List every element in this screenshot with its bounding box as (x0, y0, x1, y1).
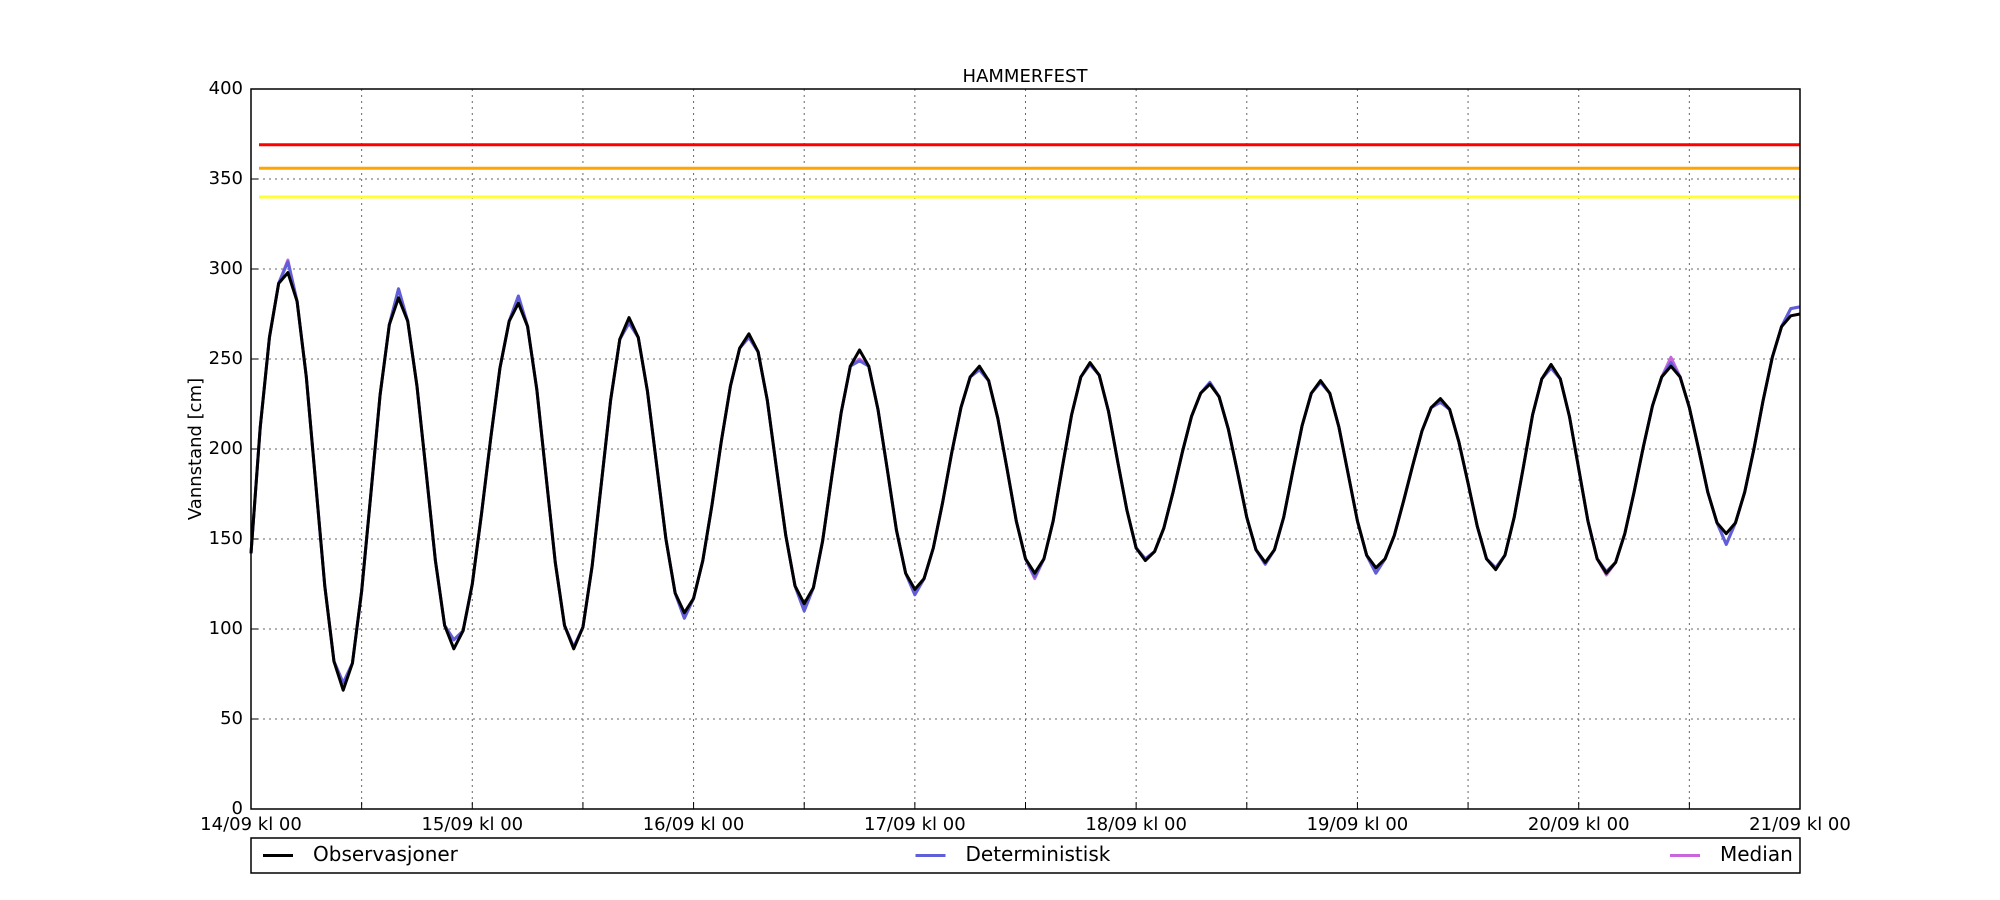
y-tick-label: 300 (209, 258, 243, 279)
legend-label: Observasjoner (313, 842, 459, 866)
x-tick-label: 16/09 kl 00 (643, 814, 745, 835)
chart-title: HAMMERFEST (963, 66, 1089, 87)
x-tick-label: 19/09 kl 00 (1307, 814, 1409, 835)
x-tick-label: 15/09 kl 00 (421, 814, 523, 835)
y-tick-label: 200 (209, 438, 243, 459)
y-tick-label: 50 (220, 708, 243, 729)
legend-label: Deterministisk (966, 842, 1111, 866)
plot-frame (250, 88, 1801, 810)
y-tick-label: 400 (209, 78, 243, 99)
legend-box (250, 837, 1801, 874)
x-tick-label: 17/09 kl 00 (864, 814, 966, 835)
legend-label: Median (1720, 842, 1793, 866)
x-tick-label: 14/09 kl 00 (200, 814, 302, 835)
y-axis-label: Vannstand [cm] (185, 378, 206, 520)
x-tick-label: 20/09 kl 00 (1528, 814, 1630, 835)
series-line (249, 271, 1801, 692)
y-tick-label: 100 (209, 618, 243, 639)
y-tick-label: 250 (209, 348, 243, 369)
x-tick-label: 18/09 kl 00 (1085, 814, 1187, 835)
y-tick-label: 350 (209, 168, 243, 189)
y-tick-label: 150 (209, 528, 243, 549)
y-tick-label: 0 (232, 798, 243, 819)
x-tick-label: 21/09 kl 00 (1749, 814, 1851, 835)
